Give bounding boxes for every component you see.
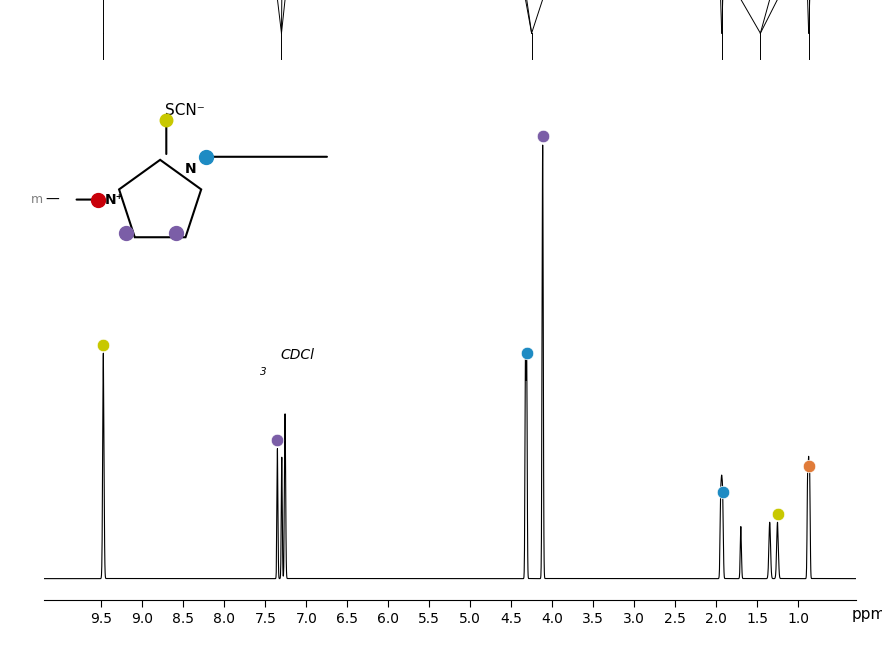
Text: ppm: ppm xyxy=(851,607,882,622)
Text: CDCl: CDCl xyxy=(280,348,314,362)
Text: 3: 3 xyxy=(259,367,266,377)
